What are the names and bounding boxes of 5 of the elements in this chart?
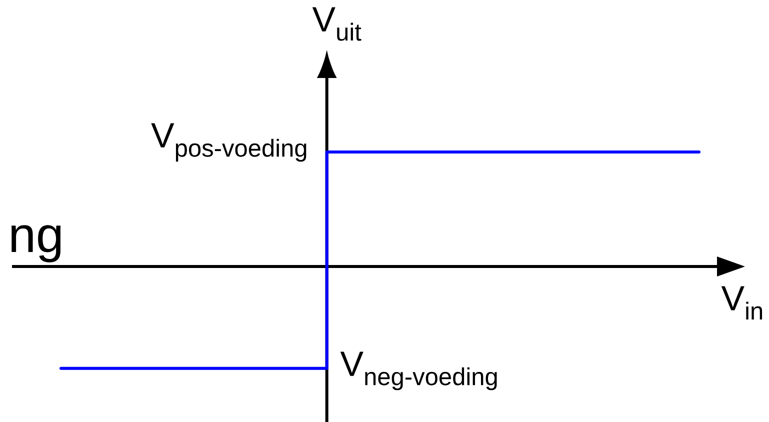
annotation: $\text{V}_{\text{pos-voeding}}$ [151,123,306,162]
annotation: ng [12,225,61,262]
y-axis-title: V$_{uit}$ [312,7,362,41]
x-axis-title: V$_{in}$ [721,286,762,320]
annotation: $\text{V}_{\text{neg-voeding}}$ [340,352,497,390]
